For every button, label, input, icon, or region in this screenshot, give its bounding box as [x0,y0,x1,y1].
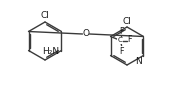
Text: F: F [128,35,132,44]
Text: H₂N: H₂N [42,47,59,56]
Text: N: N [135,57,142,66]
Text: Cl: Cl [123,16,131,25]
Text: Cl: Cl [41,11,49,20]
Text: F: F [119,47,124,56]
Text: O: O [83,29,90,38]
Text: F: F [119,26,124,35]
Text: C: C [118,37,123,43]
